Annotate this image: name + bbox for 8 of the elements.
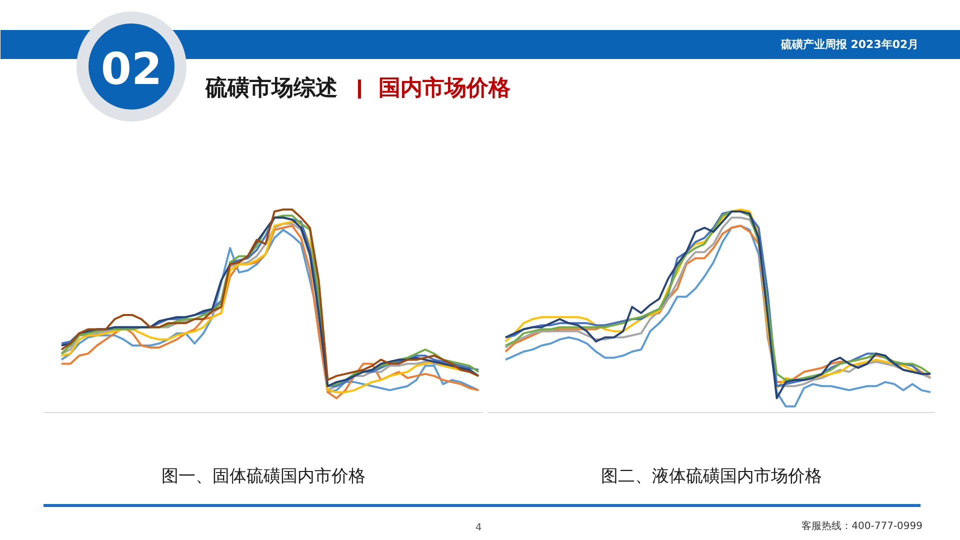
text: 硫磺市场综述 [204,75,338,101]
text: 图二、液体硫磺国内市场价格 [601,466,822,486]
text: 硫磺产业周报 2023年02月 [780,38,919,51]
text: 图一、固体硫磺国内市价格 [162,466,366,486]
text: 4 [475,522,482,534]
text: 客服热线：400-777-0999 [802,520,923,532]
text: 02 [100,44,162,95]
text: 国内市场价格 [378,75,512,101]
